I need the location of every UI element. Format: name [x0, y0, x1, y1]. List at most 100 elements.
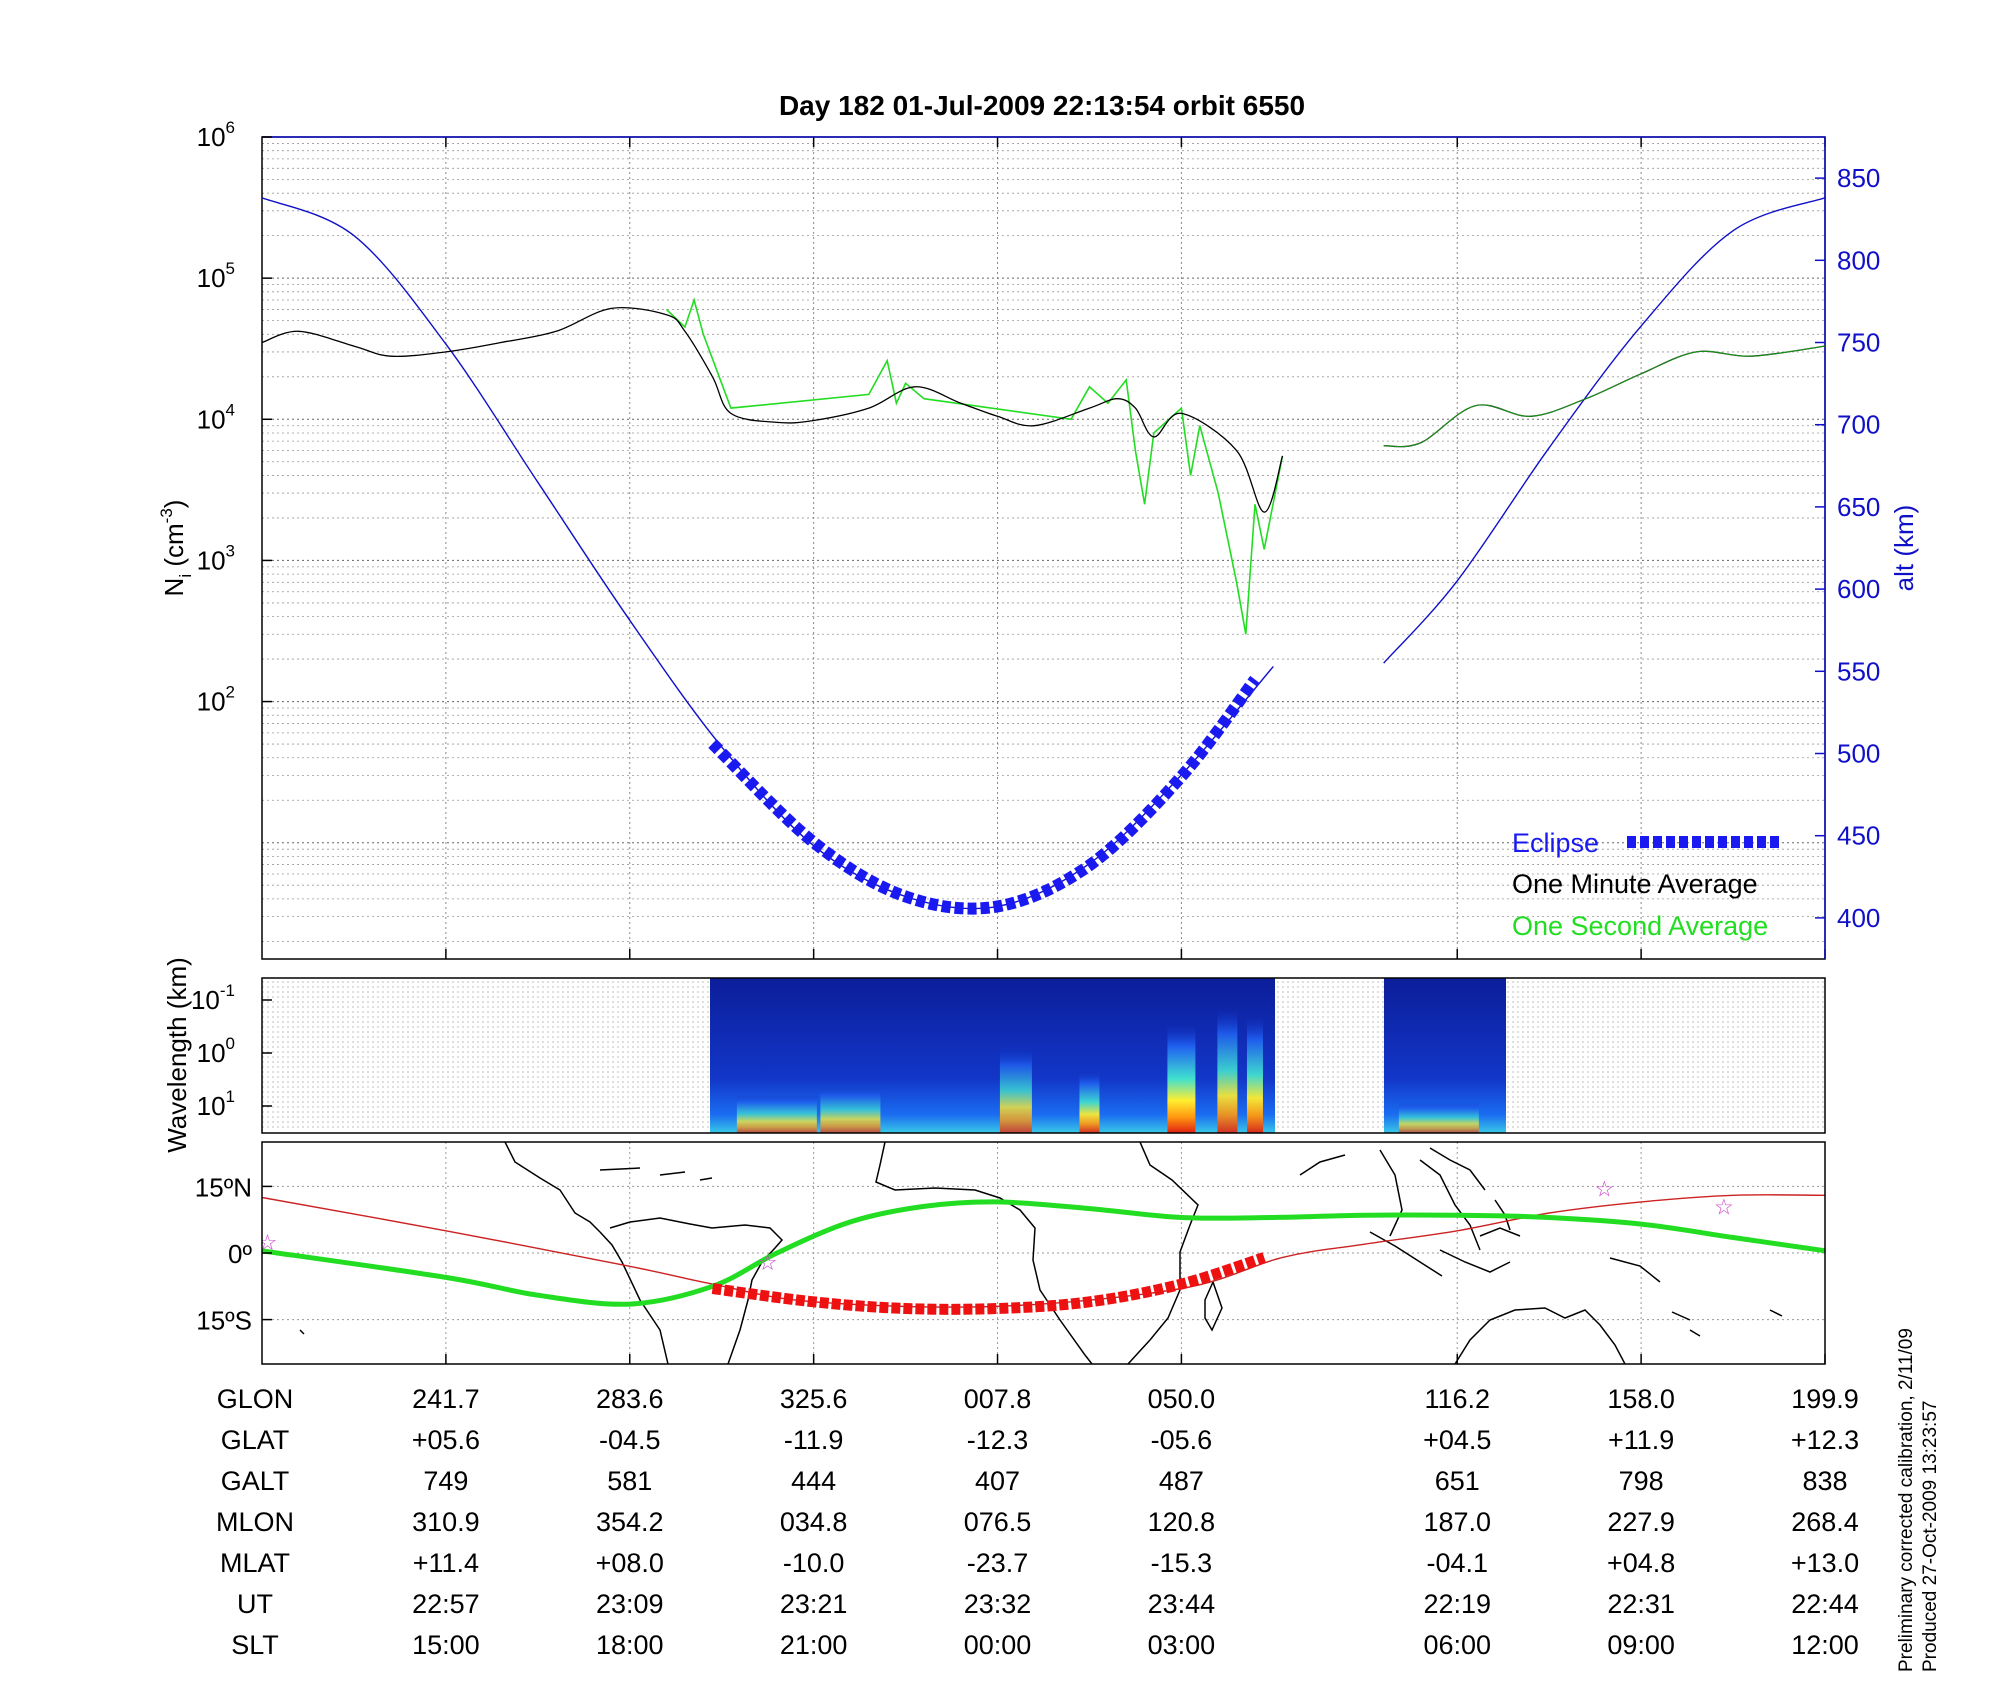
ground-track-line — [262, 1199, 1825, 1307]
table-row-label: GALT — [221, 1466, 290, 1496]
table-cell: 444 — [791, 1466, 836, 1496]
altitude-tick-label: 800 — [1837, 245, 1880, 275]
table-cell: 749 — [423, 1466, 468, 1496]
wavelength-tick-label: 100 — [197, 1034, 235, 1068]
density-tick-label: 102 — [197, 683, 235, 717]
table-cell: +04.8 — [1607, 1548, 1675, 1578]
altitude-tick-label: 550 — [1837, 656, 1880, 686]
table-cell: 21:00 — [780, 1630, 848, 1660]
spectrogram-hot-spot — [999, 1047, 1032, 1133]
coast-pacific-islands — [299, 1309, 1783, 1337]
table-cell: +11.4 — [413, 1548, 479, 1578]
coast-madagascar — [1204, 1279, 1223, 1332]
spectrogram-hot-spots — [736, 1009, 1479, 1133]
legend: Eclipse One Minute Average One Second Av… — [1512, 828, 1780, 941]
table-row-label: MLON — [216, 1507, 294, 1537]
coast-central-america — [504, 1142, 601, 1233]
table-cell: 06:00 — [1423, 1630, 1491, 1660]
legend-eclipse-label: Eclipse — [1512, 828, 1599, 858]
calibration-note: Preliminary corrected calibration, 2/11/… — [1896, 1328, 1917, 1672]
altitude-tick-label: 850 — [1837, 163, 1880, 193]
one-second-density-line-2 — [1383, 345, 1825, 448]
altitude-tick-label: 650 — [1837, 492, 1880, 522]
table-cell: 268.4 — [1791, 1507, 1859, 1537]
latitude-tick-label: 0º — [228, 1239, 252, 1269]
spectrogram-hot-spot — [1167, 1024, 1196, 1133]
table-row-label: SLT — [231, 1630, 279, 1660]
wavelength-axis-label: Wavelength (km) — [162, 957, 192, 1153]
density-tick-label: 104 — [197, 400, 235, 434]
table-cell: -11.9 — [784, 1425, 844, 1455]
density-tick-label: 106 — [197, 118, 235, 152]
table-cell: +04.5 — [1423, 1425, 1491, 1455]
coast-maritime-asia — [1369, 1199, 1661, 1283]
panel1-left-ticks: 106 105 104 103 102 — [197, 118, 272, 717]
one-minute-density-line-2 — [1383, 345, 1825, 448]
table-cell: +13.0 — [1791, 1548, 1859, 1578]
table-cell: 00:00 — [964, 1630, 1032, 1660]
coast-australia — [1454, 1307, 1626, 1364]
panel1-grid — [262, 136, 1825, 942]
altitude-tick-label: 400 — [1837, 903, 1880, 933]
table-cell: -15.3 — [1151, 1548, 1213, 1578]
table-cell: +11.9 — [1608, 1425, 1674, 1455]
table-cell: 798 — [1619, 1466, 1664, 1496]
altitude-tick-label: 500 — [1837, 739, 1880, 769]
table-row-label: GLON — [217, 1384, 294, 1414]
star-marker: ☆ — [758, 1251, 778, 1276]
star-marker: ☆ — [1714, 1195, 1734, 1220]
table-cell: +12.3 — [1791, 1425, 1859, 1455]
table-cell: 651 — [1435, 1466, 1480, 1496]
table-cell: 116.2 — [1424, 1384, 1490, 1414]
chart-title: Day 182 01-Jul-2009 22:13:54 orbit 6550 — [779, 90, 1305, 121]
table-cell: 227.9 — [1607, 1507, 1675, 1537]
table-cell: -12.3 — [967, 1425, 1029, 1455]
table-cell: 007.8 — [964, 1384, 1032, 1414]
table-cell: 050.0 — [1148, 1384, 1216, 1414]
one-minute-density-line — [262, 307, 1284, 513]
spectrogram-hot-spot — [1398, 1102, 1479, 1133]
wavelength-tick-label: 101 — [197, 1087, 235, 1121]
spectrogram-hot-spot — [820, 1086, 881, 1133]
table-cell: 581 — [607, 1466, 652, 1496]
magnetic-equator-line — [262, 1194, 1825, 1308]
latitude-tick-label: 15ºN — [195, 1172, 252, 1202]
table-cell: +08.0 — [596, 1548, 664, 1578]
table-cell: 199.9 — [1791, 1384, 1859, 1414]
spectrogram-hot-spot — [736, 1094, 817, 1133]
altitude-tick-label: 700 — [1837, 410, 1880, 440]
spectrogram — [710, 978, 1506, 1133]
table-cell: -23.7 — [967, 1548, 1029, 1578]
table-cell: 158.0 — [1607, 1384, 1675, 1414]
table-cell: 22:57 — [412, 1589, 480, 1619]
panel1-right-ticks: 850 800 750 700 650 600 550 500 450 400 — [1815, 163, 1880, 933]
table-cell: 23:32 — [964, 1589, 1032, 1619]
table-cell: 03:00 — [1148, 1630, 1216, 1660]
altitude-tick-label: 750 — [1837, 328, 1880, 358]
table-cell: 23:09 — [596, 1589, 664, 1619]
panel3-ticks: 15ºN 0º 15ºS — [195, 1172, 272, 1336]
eclipse-ground-track — [711, 1252, 1266, 1315]
altitude-axis-label: alt (km) — [1889, 505, 1919, 592]
altitude-line-2 — [1383, 197, 1825, 664]
table-cell: 12:00 — [1791, 1630, 1859, 1660]
table-row-label: MLAT — [220, 1548, 290, 1578]
spectrogram-hot-spot — [1246, 1016, 1263, 1133]
table-cell: -04.1 — [1426, 1548, 1488, 1578]
panel2-ticks: 10-1 100 101 — [191, 981, 272, 1121]
table-cell: 22:44 — [1791, 1589, 1859, 1619]
table-cell: 187.0 — [1423, 1507, 1491, 1537]
table-cell: -05.6 — [1151, 1425, 1213, 1455]
coast-asia — [1299, 1147, 1486, 1251]
altitude-tick-label: 450 — [1837, 821, 1880, 851]
orbit-parameter-table: GLON GLAT GALT MLON MLAT UT SLT 241.7 +05.6 749 31… — [216, 1384, 1859, 1660]
table-cell: 09:00 — [1607, 1630, 1675, 1660]
table-cell: +05.6 — [412, 1425, 480, 1455]
table-cell: 15:00 — [412, 1630, 480, 1660]
table-cell: 23:44 — [1148, 1589, 1216, 1619]
table-cell: 487 — [1159, 1466, 1204, 1496]
star-markers: ☆ ☆ ☆ ☆ — [262, 1178, 1734, 1276]
one-second-density-line — [665, 297, 1284, 635]
spectrogram-hot-spot — [1079, 1071, 1100, 1133]
